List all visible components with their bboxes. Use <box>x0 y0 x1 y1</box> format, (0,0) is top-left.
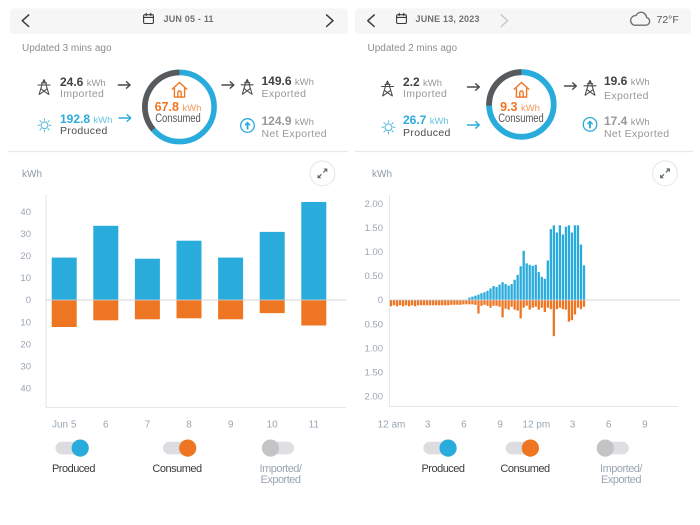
svg-text:1.00: 1.00 <box>365 247 384 258</box>
svg-text:9: 9 <box>497 420 503 431</box>
svg-text:12 am: 12 am <box>378 420 406 431</box>
svg-text:2.00: 2.00 <box>365 199 384 210</box>
svg-text:6: 6 <box>461 420 467 431</box>
svg-text:40: 40 <box>20 384 31 395</box>
svg-text:6: 6 <box>103 420 109 431</box>
svg-text:1.00: 1.00 <box>365 343 384 354</box>
svg-text:2.00: 2.00 <box>365 392 384 403</box>
svg-text:0.50: 0.50 <box>365 271 384 282</box>
svg-text:0: 0 <box>26 295 31 306</box>
svg-text:0: 0 <box>378 295 383 306</box>
svg-text:1.50: 1.50 <box>365 368 384 379</box>
svg-text:Jun 5: Jun 5 <box>52 420 77 431</box>
svg-text:30: 30 <box>20 362 31 373</box>
svg-text:40: 40 <box>20 207 31 218</box>
svg-text:1.50: 1.50 <box>365 223 384 234</box>
svg-text:0.50: 0.50 <box>365 319 384 330</box>
svg-text:9: 9 <box>228 420 234 431</box>
svg-text:11: 11 <box>309 420 320 431</box>
svg-text:10: 10 <box>20 317 31 328</box>
svg-text:3: 3 <box>425 420 431 431</box>
svg-text:6: 6 <box>606 420 612 431</box>
svg-text:12 pm: 12 pm <box>522 420 550 431</box>
svg-text:3: 3 <box>570 420 576 431</box>
svg-text:9: 9 <box>642 420 648 431</box>
svg-text:10: 10 <box>20 273 31 284</box>
svg-text:7: 7 <box>145 420 151 431</box>
svg-text:10: 10 <box>267 420 279 431</box>
svg-text:20: 20 <box>20 339 31 350</box>
svg-text:20: 20 <box>20 251 31 262</box>
svg-text:8: 8 <box>186 420 192 431</box>
svg-text:30: 30 <box>20 229 31 240</box>
